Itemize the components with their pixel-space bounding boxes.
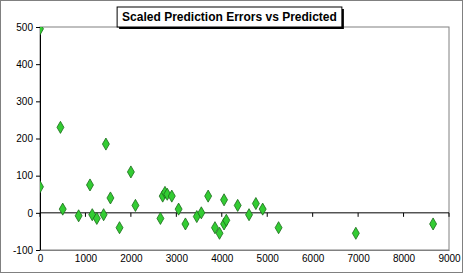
y-tick-label: 0 — [27, 208, 33, 219]
point — [40, 181, 43, 193]
x-tick-label: 4000 — [211, 253, 234, 264]
y-tick: 400 — [16, 59, 40, 70]
x-tick-label: 8000 — [393, 253, 416, 264]
point — [157, 212, 164, 224]
point — [132, 199, 139, 211]
point — [87, 179, 94, 191]
point — [216, 227, 223, 239]
x-tick-mark — [130, 213, 131, 217]
point — [246, 209, 253, 221]
y-tick: 300 — [16, 96, 40, 107]
y-tick: 200 — [16, 133, 40, 144]
y-tick-label: 300 — [16, 96, 33, 107]
title-box — [117, 7, 342, 27]
x-tick-mark — [312, 213, 313, 217]
y-tick-label: 400 — [16, 59, 33, 70]
title-group: Scaled Prediction Errors vs Predicted — [117, 7, 344, 29]
y-tick-mark — [36, 250, 40, 251]
y-axis-line — [40, 28, 41, 251]
point — [275, 222, 282, 234]
point — [57, 121, 64, 133]
x-tick-mark — [221, 213, 222, 217]
x-tick-label: 2000 — [120, 253, 143, 264]
y-tick: 500 — [16, 22, 40, 33]
point — [107, 192, 114, 204]
point — [116, 222, 123, 234]
point — [102, 138, 109, 150]
point — [127, 166, 134, 178]
x-tick-mark — [449, 213, 450, 217]
x-tick: 1000 — [75, 250, 98, 264]
x-tick: 9000 — [438, 250, 461, 264]
y-tick: 0 — [27, 208, 40, 219]
x-tick: 7000 — [347, 250, 370, 264]
point — [234, 199, 241, 211]
x-tick: 3000 — [166, 250, 189, 264]
point — [40, 27, 43, 35]
point — [198, 207, 205, 219]
y-tick: -100 — [13, 245, 40, 256]
chart: -100010020030040050001000200030004000500… — [0, 0, 463, 273]
x-axis: 0 1000 2000 3000 4000 5000 6000 7000 8000 9000 — [38, 250, 461, 264]
y-tick-label: 200 — [16, 133, 33, 144]
point — [252, 198, 259, 210]
x-tick: 0 — [38, 250, 44, 264]
y-tick-mark — [36, 64, 40, 65]
y-tick-label: 100 — [16, 170, 33, 181]
y-tick-label: 500 — [16, 22, 33, 33]
x-tick-label: 6000 — [302, 253, 325, 264]
plot-area — [40, 27, 449, 250]
x-tick-label: 1000 — [75, 253, 98, 264]
x-tick: 5000 — [257, 250, 280, 264]
point — [100, 209, 107, 221]
x-tick-label: 7000 — [347, 253, 370, 264]
x-tick-mark — [403, 213, 404, 217]
x-tick: 8000 — [393, 250, 416, 264]
point — [205, 190, 212, 202]
x-tick-label: 3000 — [166, 253, 189, 264]
point — [59, 203, 66, 215]
x-tick-mark — [176, 213, 177, 217]
point — [223, 214, 230, 226]
x-tick: 6000 — [302, 250, 325, 264]
x-tick: 4000 — [211, 250, 234, 264]
y-tick-mark — [36, 176, 40, 177]
point — [259, 203, 266, 215]
point — [93, 212, 100, 224]
chart-title: Scaled Prediction Errors vs Predicted — [122, 10, 337, 24]
x-axis-line — [41, 250, 450, 251]
x-tick-label: 5000 — [257, 253, 280, 264]
x-tick-mark — [267, 213, 268, 217]
chart-frame — [1, 1, 463, 273]
x-tick-label: 0 — [38, 253, 44, 264]
x-tick: 2000 — [120, 250, 143, 264]
point — [182, 218, 189, 230]
y-tick-mark — [36, 101, 40, 102]
point — [175, 203, 182, 215]
x-tick-mark — [40, 213, 41, 217]
x-tick-mark — [358, 213, 359, 217]
y-tick-mark — [36, 139, 40, 140]
point — [168, 190, 175, 202]
y-tick-label: -100 — [13, 245, 33, 256]
points — [40, 27, 437, 239]
y-tick-mark — [36, 213, 40, 214]
x-tick-label: 9000 — [438, 253, 461, 264]
y-axis: -100 0 100 200 300 400 500 — [13, 22, 41, 256]
point — [221, 194, 228, 206]
y-tick-mark — [36, 27, 40, 28]
point — [430, 218, 437, 230]
point — [75, 210, 82, 222]
y-tick: 100 — [16, 170, 40, 181]
x-tick-mark — [85, 213, 86, 217]
point — [352, 227, 359, 239]
